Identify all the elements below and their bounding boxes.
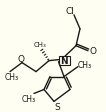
Text: S: S — [54, 102, 60, 111]
Text: CH₃: CH₃ — [5, 72, 19, 81]
Text: O: O — [17, 55, 24, 64]
Bar — [59, 57, 70, 66]
Text: CH₃: CH₃ — [34, 41, 46, 47]
Text: CH₃: CH₃ — [22, 94, 36, 103]
Text: O: O — [89, 47, 96, 56]
Text: N: N — [60, 57, 68, 66]
Text: Cl: Cl — [66, 7, 74, 16]
Text: CH₃: CH₃ — [78, 61, 92, 70]
